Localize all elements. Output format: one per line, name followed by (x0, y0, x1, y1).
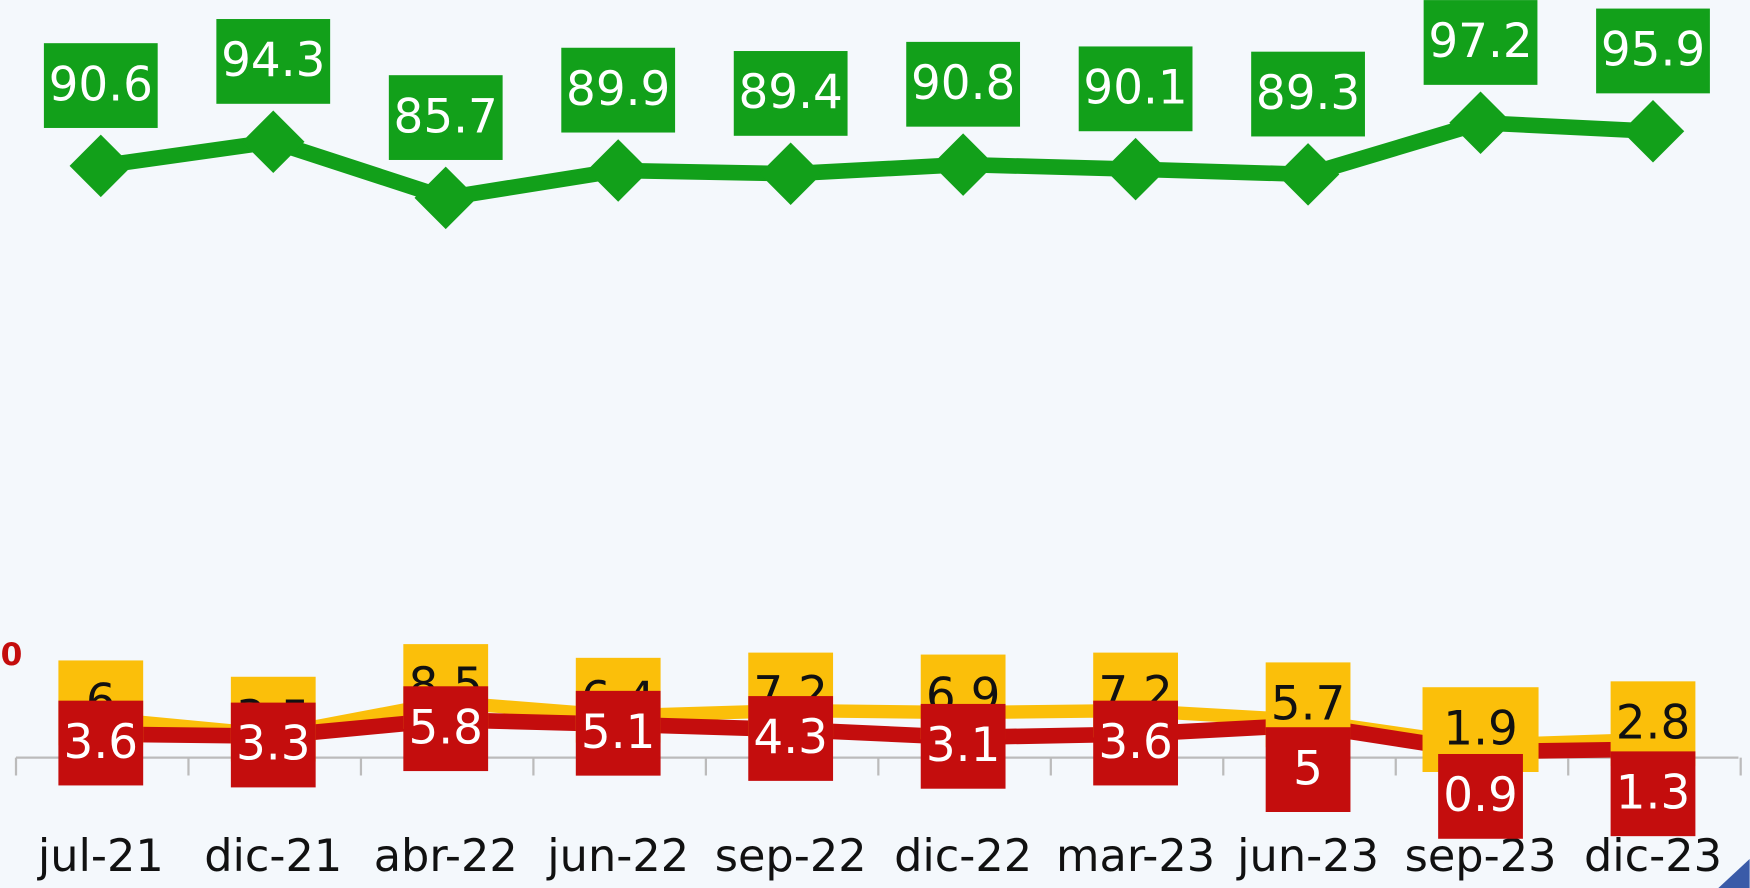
value-label: 5.1 (581, 706, 656, 760)
value-label-box (216, 19, 331, 104)
value-label: 5.8 (408, 701, 483, 755)
value-label-box (1078, 46, 1193, 132)
value-label-box (1265, 727, 1351, 812)
value-label-box (733, 51, 848, 136)
value-label: 89.9 (566, 63, 670, 117)
value-label-box (748, 696, 834, 781)
marker (1104, 137, 1167, 201)
value-label: 5 (1293, 742, 1323, 796)
value-label: 90.1 (1083, 62, 1187, 116)
x-tick-label: jun-23 (1236, 830, 1379, 882)
value-label: 1.9 (1443, 702, 1517, 756)
value-label-box (43, 43, 158, 128)
marker (1621, 100, 1685, 163)
marker (759, 142, 822, 205)
value-label: 89.3 (1256, 67, 1360, 121)
x-tick-label: dic-21 (204, 830, 342, 882)
marker (1276, 143, 1340, 206)
value-label-box (1251, 51, 1365, 137)
x-tick-label: mar-23 (1056, 830, 1215, 882)
value-label: 3.6 (1098, 716, 1173, 770)
value-label-box (1093, 700, 1178, 786)
series-line (99, 114, 1654, 206)
x-tick-label: jun-22 (546, 830, 689, 882)
value-label: 3.6 (64, 716, 138, 770)
value-label-box (920, 703, 1006, 789)
value-label: 95.9 (1601, 24, 1705, 78)
marker (242, 110, 305, 173)
value-label-box (1610, 751, 1696, 837)
value-label-box (906, 41, 1021, 127)
x-tick-label: jul-21 (37, 830, 164, 882)
value-label-box (1596, 8, 1710, 94)
value-label: 89.4 (739, 66, 843, 120)
value-label: 3.1 (926, 719, 1000, 773)
value-label: 85.7 (394, 90, 498, 144)
value-label: 90.6 (49, 58, 153, 112)
value-label: 5.7 (1271, 678, 1346, 732)
value-label-box (1423, 0, 1538, 85)
value-label: 94.3 (221, 34, 325, 88)
x-tick-label: abr-22 (374, 830, 518, 882)
value-label-box (403, 686, 489, 772)
value-label: 97.2 (1428, 15, 1532, 69)
value-label-box (230, 702, 316, 788)
value-label-box (561, 47, 676, 133)
value-label: 2.8 (1616, 696, 1691, 750)
value-label-box (388, 75, 503, 160)
x-tick-label: dic-23 (1584, 830, 1722, 882)
series-line (100, 711, 1654, 760)
value-label: 4.3 (753, 711, 827, 765)
marker (1449, 91, 1512, 155)
value-label: 0.9 (1443, 769, 1517, 823)
annotation: 0 (1, 637, 23, 673)
x-tick-label: sep-22 (715, 830, 867, 882)
value-label-box (575, 690, 661, 776)
value-label: 3.3 (236, 718, 310, 772)
value-label: 90.8 (911, 57, 1015, 111)
value-label-box (1438, 753, 1523, 839)
value-label: 1.3 (1616, 767, 1691, 821)
value-label-box (58, 700, 144, 786)
x-tick-label: dic-22 (894, 830, 1032, 882)
